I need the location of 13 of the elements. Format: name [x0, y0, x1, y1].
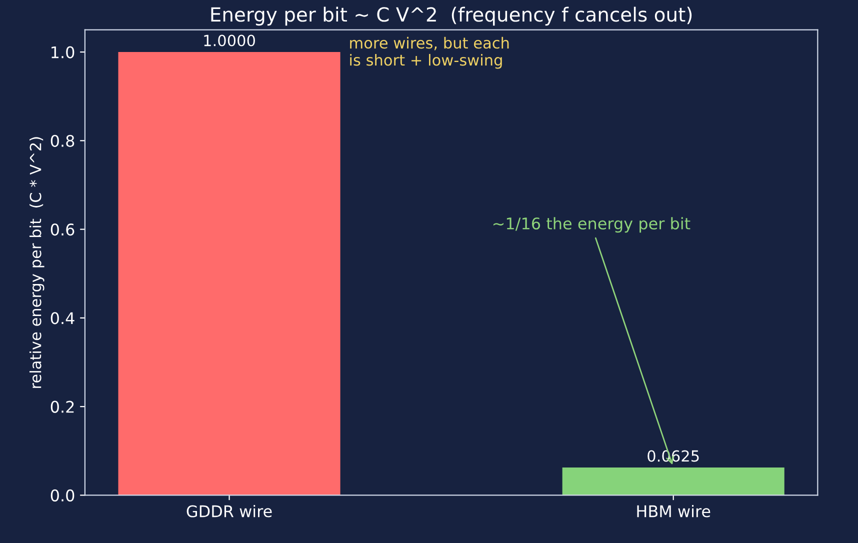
x-tick-label: HBM wire	[637, 504, 710, 518]
data-label: 1.0000	[204, 34, 255, 46]
y-tick-label: 0.0	[50, 489, 74, 502]
y-tick-label: 0.6	[50, 224, 74, 236]
y-tick-label: 1.0	[52, 46, 74, 58]
annotation: ~1/16 the energy per bit	[493, 217, 690, 233]
x-tick-label: GDDR wire	[186, 504, 272, 518]
y-tick-label: 0.2	[50, 400, 74, 413]
y-axis-title: relative energy per bit (C * V^2)	[29, 137, 44, 388]
y-tick-label: 0.4	[50, 312, 74, 324]
chart-title: Energy per bit ~ C V^2 (frequency f cancels out)	[211, 6, 692, 26]
y-tick-label: 0.8	[50, 134, 74, 147]
annotation: more wires, but each is short + low-swing	[350, 36, 509, 69]
